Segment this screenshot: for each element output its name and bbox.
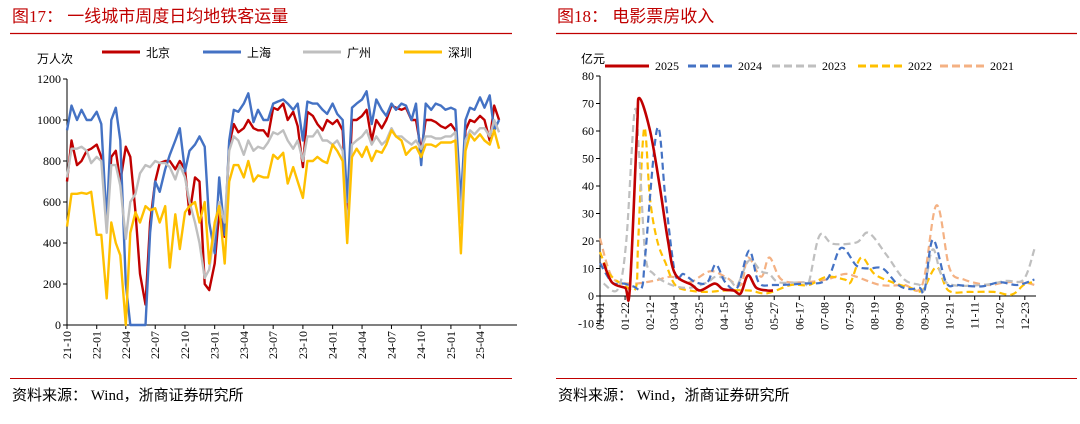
legend-label: 北京 xyxy=(146,46,170,60)
x-tick-label: 03-25 xyxy=(692,302,706,330)
series-line-2025 xyxy=(602,96,774,302)
x-tick-label: 22-07 xyxy=(148,331,162,359)
x-tick-label: 21-10 xyxy=(60,331,74,359)
right-unit-label: 亿元 xyxy=(581,51,605,66)
x-tick-label: 23-01 xyxy=(208,331,222,359)
left-unit-label: 万人次 xyxy=(37,52,73,66)
legend-label: 2023 xyxy=(822,59,846,73)
x-tick-label: 24-10 xyxy=(414,331,428,359)
x-tick-label: 22-04 xyxy=(119,331,133,359)
y-tick-label: 600 xyxy=(43,195,61,209)
y-tick-label: 200 xyxy=(43,277,61,291)
x-tick-label: 24-07 xyxy=(384,331,398,359)
left-source: 资料来源： Wind，浙商证券研究所 xyxy=(12,387,243,404)
legend-label: 2021 xyxy=(990,59,1014,73)
x-tick-label: 05-06 xyxy=(742,302,756,330)
series-line-上海 xyxy=(65,90,501,327)
y-tick-label: 30 xyxy=(582,207,594,221)
y-tick-label: 0 xyxy=(55,318,61,332)
y-tick-label: 400 xyxy=(43,236,61,250)
series-line-北京 xyxy=(65,102,501,306)
legend-label: 深圳 xyxy=(448,46,472,60)
y-tick-label: 0 xyxy=(588,289,594,303)
x-tick-label: 02-12 xyxy=(643,302,657,330)
legend-label: 2025 xyxy=(655,59,679,73)
x-tick-label: 08-19 xyxy=(867,302,881,330)
y-tick-label: 1000 xyxy=(37,113,61,127)
x-tick-label: 06-17 xyxy=(792,302,806,330)
y-tick-label: 1200 xyxy=(37,72,61,86)
x-tick-label: 12-23 xyxy=(1018,302,1032,330)
y-tick-label: 80 xyxy=(582,69,594,83)
right-chart: -10 0 10 20 30 40 50 60 70 80 01-01 01-22 02-12 03-04… xyxy=(578,59,1036,331)
legend-label: 2024 xyxy=(738,59,762,73)
y-tick-label: 800 xyxy=(43,154,61,168)
series-line-2024 xyxy=(599,126,1035,295)
series-line-2022 xyxy=(598,127,1033,296)
y-tick-label: 70 xyxy=(582,97,594,111)
x-tick-label: 05-27 xyxy=(767,302,781,330)
x-tick-label: 01-22 xyxy=(618,302,632,330)
x-tick-label: 22-01 xyxy=(90,331,104,359)
right-figure: 图18： 电影票房收入 亿元 -10 0 10 20 30 40 50 60 70 80 01-01… xyxy=(556,7,1077,404)
x-tick-label: 23-07 xyxy=(266,331,280,359)
series-line-广州 xyxy=(65,118,501,280)
x-tick-label: 25-01 xyxy=(444,331,458,359)
x-tick-label: 23-10 xyxy=(296,331,310,359)
x-tick-label: 09-09 xyxy=(893,302,907,330)
x-tick-label: 12-02 xyxy=(993,302,1007,330)
x-tick-label: 03-04 xyxy=(667,302,681,330)
left-figure: 图17： 一线城市周度日均地铁客运量 万人次 0 200 400 600 800 1000… xyxy=(10,7,517,404)
x-tick-label: 24-01 xyxy=(326,331,340,359)
x-tick-label: 07-29 xyxy=(842,302,856,330)
x-tick-label: 25-04 xyxy=(473,331,487,359)
legend-label: 广州 xyxy=(347,46,371,60)
right-source: 资料来源： Wind，浙商证券研究所 xyxy=(558,387,789,404)
legend-label: 2022 xyxy=(908,59,932,73)
x-tick-label: 04-15 xyxy=(717,302,731,330)
y-tick-label: 40 xyxy=(582,179,594,193)
y-tick-label: 20 xyxy=(582,234,594,248)
left-chart: 0 200 400 600 800 1000 1200 21-10 22-01 22-04 22-0… xyxy=(37,45,517,359)
series-line-深圳 xyxy=(65,129,501,327)
x-tick-label: 07-08 xyxy=(817,302,831,330)
series-line-2023 xyxy=(602,107,1036,293)
x-tick-label: 23-04 xyxy=(237,331,251,359)
y-tick-label: -10 xyxy=(578,317,594,331)
y-tick-label: 50 xyxy=(582,152,594,166)
x-tick-label: 22-10 xyxy=(178,331,192,359)
x-tick-label: 01-01 xyxy=(593,302,607,330)
y-tick-label: 60 xyxy=(582,124,594,138)
right-figure-title: 图18： 电影票房收入 xyxy=(557,7,714,26)
x-tick-label: 09-30 xyxy=(918,302,932,330)
x-tick-label: 24-04 xyxy=(355,331,369,359)
x-tick-label: 10-21 xyxy=(943,302,957,330)
y-tick-label: 10 xyxy=(582,262,594,276)
x-tick-label: 11-11 xyxy=(968,302,982,329)
legend-label: 上海 xyxy=(247,45,271,60)
left-figure-title: 图17： 一线城市周度日均地铁客运量 xyxy=(12,7,288,26)
